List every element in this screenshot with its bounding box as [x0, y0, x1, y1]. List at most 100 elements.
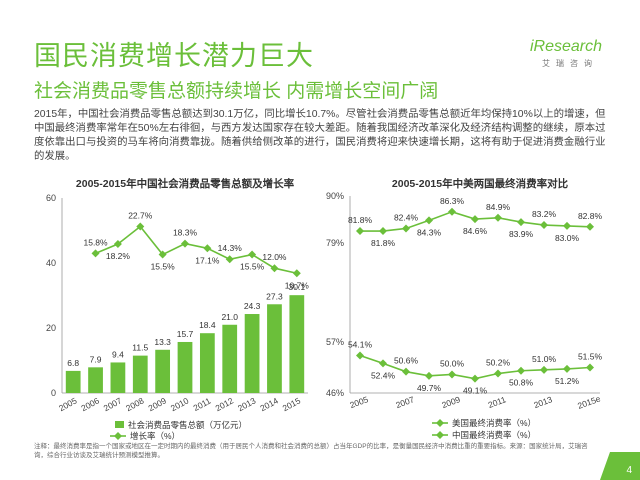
growth-rate-point-2009: [158, 250, 167, 259]
left-x-tick-label: 2012: [214, 395, 236, 413]
bar-value-label: 30.1: [289, 282, 306, 292]
series-0-point-2005: [356, 227, 364, 236]
left-y-tick-label: 0: [51, 388, 56, 398]
series-0-point-2008: [425, 216, 433, 225]
series-0-point-2014: [563, 221, 571, 230]
bar-value-label: 21.0: [221, 312, 238, 322]
left-legend-bar-label: 社会消费品零售总额（万亿元）: [128, 420, 247, 430]
growth-rate-label: 17.1%: [195, 255, 220, 265]
series-0-label: 84.6%: [463, 226, 488, 236]
left-x-tick-label: 2007: [102, 395, 124, 413]
series-0-label: 83.0%: [555, 233, 580, 243]
left-y-tick-label: 40: [46, 258, 56, 268]
series-1-point-2009: [448, 370, 456, 379]
left-legend-bar-swatch: [115, 421, 124, 428]
bar-retail-2006: [88, 367, 103, 393]
growth-rate-label: 15.5%: [151, 262, 176, 272]
page-number-box: 4: [610, 452, 640, 480]
series-0-label: 82.8%: [578, 211, 603, 221]
series-1-point-2013: [540, 365, 548, 374]
series-1-label: 50.6%: [394, 356, 419, 366]
series-1-point-2015e: [586, 363, 594, 372]
bar-retail-2007: [110, 362, 126, 393]
growth-rate-point-2008: [136, 222, 145, 231]
bar-value-label: 6.8: [67, 358, 79, 368]
series-0-label: 81.8%: [348, 215, 373, 225]
left-legend-line-label: 增长率（%）: [130, 431, 180, 441]
left-x-tick-label: 2011: [192, 396, 213, 414]
left-x-tick-label: 2010: [169, 395, 191, 413]
page-corner: [600, 452, 610, 480]
series-1-label: 51.0%: [532, 354, 557, 364]
bar-value-label: 18.4: [199, 320, 216, 330]
left-y-tick-label: 60: [46, 193, 56, 203]
series-1-label: 52.4%: [371, 370, 396, 380]
right-y-tick-label: 46%: [326, 388, 344, 398]
series-1-label: 50.8%: [509, 378, 534, 388]
series-1-label: 51.5%: [578, 352, 603, 362]
left-x-tick-label: 2013: [236, 395, 258, 413]
right-x-tick-label: 2007: [394, 394, 415, 410]
bar-value-label: 24.3: [244, 301, 261, 311]
series-1-label: 50.0%: [440, 358, 465, 368]
growth-rate-label: 18.2%: [106, 251, 131, 261]
right-legend-marker-0: [436, 419, 444, 427]
growth-rate-point-2012: [225, 255, 234, 264]
right-legend-label-1: 中国最终消费率（%）: [452, 430, 536, 440]
page-subtitle: 社会消费品零售总额持续增长 内需增长空间广阔: [34, 81, 439, 102]
bar-retail-2010: [177, 341, 193, 393]
series-0-point-2006: [379, 227, 387, 236]
body-paragraph: 2015年，中国社会消费品零售总额达到30.1万亿，同比增长10.7%。尽管社会…: [34, 109, 606, 162]
growth-rate-point-2013: [248, 250, 257, 259]
bar-retail-2005: [65, 370, 81, 393]
left-x-tick-label: 2005: [57, 395, 79, 413]
growth-rate-point-2006: [91, 249, 100, 258]
growth-rate-label: 12.0%: [262, 252, 287, 262]
logo-subtext: 艾瑞咨询: [542, 59, 598, 68]
growth-rate-line: [95, 225, 297, 275]
series-0-point-2009: [448, 207, 456, 216]
left-y-tick-label: 20: [46, 323, 56, 333]
left-x-tick-label: 2009: [147, 395, 169, 413]
series-1-label: 51.2%: [555, 376, 580, 386]
bar-retail-2012: [222, 324, 238, 393]
series-1-point-2012: [517, 366, 525, 375]
series-0-label: 81.8%: [371, 238, 396, 248]
logo-text: iResearch: [530, 38, 603, 55]
left-x-tick-label: 2006: [79, 395, 101, 413]
series-0-point-2010: [471, 215, 479, 224]
series-0-label: 84.9%: [486, 202, 511, 212]
series-1-point-2006: [379, 359, 387, 368]
series-0-point-2012: [517, 218, 525, 227]
series-1-point-2007: [402, 367, 410, 376]
bar-value-label: 11.5: [132, 343, 148, 353]
series-1-label: 54.1%: [348, 339, 373, 349]
series-0-label: 82.4%: [394, 212, 419, 222]
growth-rate-label: 15.5%: [240, 262, 265, 272]
series-0-label: 86.3%: [440, 196, 465, 206]
left-x-tick-label: 2008: [124, 395, 146, 413]
right-x-tick-label: 2009: [440, 394, 461, 410]
page-number: 4: [626, 465, 632, 476]
growth-rate-label: 18.3%: [173, 228, 198, 238]
right-x-tick-label: 2005: [348, 394, 369, 410]
growth-rate-point-2015: [292, 269, 301, 278]
growth-rate-label: 10.7%: [285, 280, 310, 290]
growth-rate-point-2011: [203, 244, 212, 253]
right-x-tick-label: 2013: [532, 394, 553, 410]
series-0-label: 83.9%: [509, 229, 534, 239]
series-0-point-2013: [540, 221, 548, 230]
brand-logo: iResearch 艾瑞咨询: [530, 38, 608, 69]
bar-value-label: 13.3: [154, 337, 171, 347]
bar-value-label: 9.4: [112, 349, 124, 359]
series-1-point-2010: [471, 374, 479, 383]
right-y-tick-label: 90%: [326, 191, 344, 201]
growth-rate-point-2010: [181, 239, 189, 248]
series-0-point-2011: [494, 213, 502, 222]
bar-retail-2011: [199, 333, 215, 393]
left-x-tick-label: 2014: [258, 395, 280, 413]
right-legend-label-0: 美国最终消费率（%）: [452, 418, 536, 428]
growth-rate-label: 22.7%: [128, 210, 153, 220]
series-0-point-2007: [402, 224, 410, 233]
